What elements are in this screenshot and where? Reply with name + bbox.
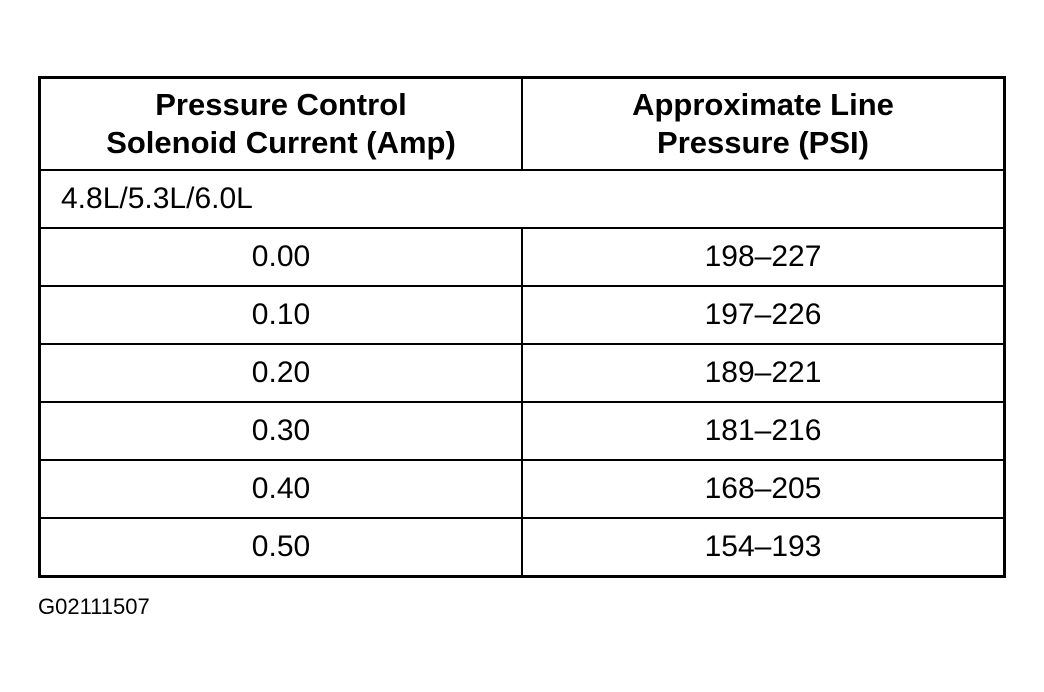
column-header: Pressure Control Solenoid Current (Amp) (38, 76, 523, 171)
current-cell: 0.30 (38, 401, 523, 461)
table-row: 0.20 189–221 (38, 343, 1006, 403)
pressure-cell: 189–221 (521, 343, 1006, 403)
figure-code: G02111507 (38, 594, 150, 619)
table-row: 0.40 168–205 (38, 459, 1006, 519)
current-cell: 0.40 (38, 459, 523, 519)
current-cell: 0.00 (38, 227, 523, 287)
current-cell: 0.50 (38, 517, 523, 578)
current-cell: 0.20 (38, 343, 523, 403)
table-row: 0.10 197–226 (38, 285, 1006, 345)
column-header: Approximate Line Pressure (PSI) (521, 76, 1006, 171)
header-line: Pressure (PSI) (657, 125, 869, 160)
header-line: Approximate Line (632, 87, 894, 122)
pressure-cell: 181–216 (521, 401, 1006, 461)
engine-group: 4.8L/5.3L/6.0L (38, 169, 1006, 229)
data-table: Pressure Control Solenoid Current (Amp) A… (38, 76, 1006, 578)
current-cell: 0.10 (38, 285, 523, 345)
header-row: Pressure Control Solenoid Current (Amp) A… (38, 76, 1006, 171)
pressure-cell: 154–193 (521, 517, 1006, 578)
header-line: Solenoid Current (Amp) (106, 125, 456, 160)
pressure-cell: 198–227 (521, 227, 1006, 287)
header-line: Pressure Control (155, 87, 407, 122)
table-row: 0.30 181–216 (38, 401, 1006, 461)
pressure-cell: 197–226 (521, 285, 1006, 345)
table-row: 0.00 198–227 (38, 227, 1006, 287)
table-row: 0.50 154–193 (38, 517, 1006, 578)
pressure-cell: 168–205 (521, 459, 1006, 519)
group-row: 4.8L/5.3L/6.0L (38, 169, 1006, 229)
